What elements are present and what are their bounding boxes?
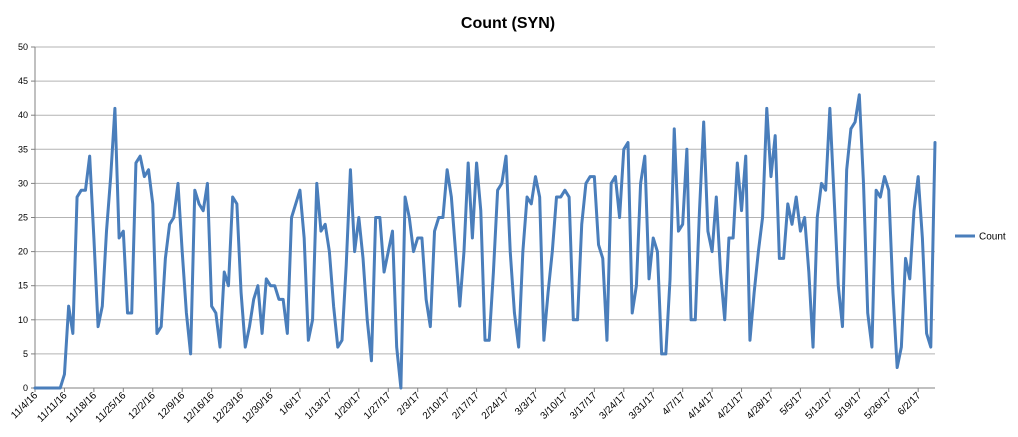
y-tick-label: 0 — [23, 383, 28, 393]
x-tick-label: 6/2/17 — [896, 390, 924, 418]
x-tick-label: 5/26/17 — [862, 390, 894, 422]
x-tick-label: 11/25/16 — [94, 390, 129, 425]
y-tick-label: 15 — [18, 281, 28, 291]
x-tick-label: 11/18/16 — [64, 390, 99, 425]
axes — [34, 47, 935, 389]
x-tick-label: 5/12/17 — [804, 390, 836, 422]
x-tick-label: 11/11/16 — [35, 390, 70, 425]
x-tick-label: 4/14/17 — [686, 390, 718, 422]
y-tick-label: 20 — [18, 247, 28, 257]
x-tick-label: 12/23/16 — [211, 390, 247, 426]
y-tick-label: 10 — [18, 315, 28, 325]
x-tick-label: 3/24/17 — [598, 390, 630, 422]
x-tick-label: 12/16/16 — [181, 390, 217, 426]
y-tick-label: 30 — [18, 178, 28, 188]
x-tick-label: 3/3/17 — [513, 390, 541, 418]
x-tick-label: 1/13/17 — [303, 390, 335, 422]
chart-title: Count (SYN) — [461, 15, 555, 32]
series-group — [33, 93, 937, 390]
y-tick-label: 40 — [18, 110, 28, 120]
x-tick-label: 3/17/17 — [568, 390, 600, 422]
x-tick-label: 2/24/17 — [480, 390, 512, 422]
series-line-count — [33, 93, 937, 390]
x-tick-label: 2/3/17 — [395, 390, 423, 418]
x-tick-label: 3/31/17 — [627, 390, 659, 422]
y-tick-label: 35 — [18, 144, 28, 154]
legend: Count — [955, 232, 1006, 243]
x-tick-label: 2/10/17 — [421, 390, 453, 422]
x-axis-ticks: 11/4/1611/11/1611/18/1611/25/1612/2/1612… — [9, 388, 924, 426]
y-tick-label: 5 — [23, 349, 28, 359]
x-tick-label: 4/7/17 — [660, 390, 688, 418]
x-tick-label: 12/30/16 — [240, 390, 276, 426]
x-tick-label: 1/6/17 — [278, 390, 306, 418]
x-tick-label: 2/17/17 — [450, 390, 482, 422]
y-tick-label: 25 — [18, 213, 28, 223]
x-tick-label: 4/21/17 — [715, 390, 747, 422]
x-tick-label: 3/10/17 — [539, 390, 571, 422]
y-tick-label: 45 — [18, 76, 28, 86]
x-tick-label: 5/19/17 — [833, 390, 865, 422]
y-axis-ticks: 0 5 10 15 20 25 30 35 40 45 50 — [18, 42, 35, 393]
x-tick-label: 4/28/17 — [745, 390, 777, 422]
x-tick-label: 5/5/17 — [778, 390, 806, 418]
x-tick-label: 1/27/17 — [362, 390, 394, 422]
x-tick-label: 12/2/16 — [127, 390, 159, 422]
y-tick-label: 50 — [18, 42, 28, 52]
legend-label-count: Count — [979, 232, 1006, 243]
x-tick-label: 1/20/17 — [333, 390, 365, 422]
